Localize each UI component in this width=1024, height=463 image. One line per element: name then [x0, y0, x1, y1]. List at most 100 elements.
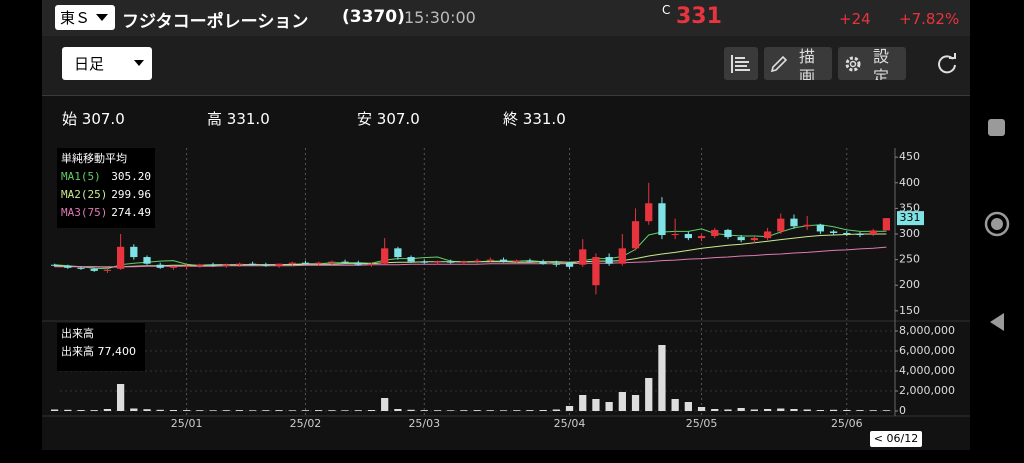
candle-body — [882, 218, 891, 231]
ma-line — [54, 233, 887, 268]
date-nav[interactable]: < 06/12 > — [870, 431, 922, 461]
volume-bar — [460, 410, 468, 411]
volume-bar — [697, 407, 706, 411]
candle-body — [460, 261, 468, 263]
volume-bar — [816, 410, 825, 411]
candle-body — [447, 261, 455, 263]
volume-bar — [381, 398, 389, 411]
volume-bar — [420, 410, 428, 411]
volume-bar — [539, 410, 547, 411]
candle-body — [209, 264, 217, 266]
volume-bar — [724, 409, 732, 411]
volume-bar — [684, 402, 692, 411]
chart: 25/01 25/02 25/03 25/04 25/05 25/06 150 200 250 3… — [42, 148, 970, 430]
candle-body — [750, 238, 758, 241]
y-tick-label: 150 — [899, 304, 920, 317]
candle-body — [829, 231, 838, 233]
volume-bar — [882, 410, 891, 411]
close-mark: C — [662, 3, 671, 17]
ma-name: MA3(75) — [61, 206, 108, 219]
company-name: フジタコーポレーション — [122, 12, 309, 32]
x-tick-label: 25/01 — [171, 417, 203, 430]
volume-bar — [526, 410, 534, 411]
ma-row: MA1(5) 305.20 — [61, 168, 151, 186]
candle-body — [433, 261, 442, 263]
candle-body — [143, 257, 151, 264]
volume-bar — [64, 409, 72, 411]
toolbar: 日足 描画 設定 — [42, 36, 970, 96]
candle-body — [843, 232, 851, 234]
x-tick-label: 25/03 — [408, 417, 440, 430]
candle-body — [816, 224, 825, 232]
y-tick-label: 400 — [899, 176, 920, 189]
volume-tick-label: 8,000,000 — [899, 324, 955, 337]
volume-bar — [367, 410, 376, 411]
volume-bar — [671, 399, 679, 411]
refresh-icon[interactable] — [936, 53, 958, 75]
market-select[interactable]: 東Ｓ — [55, 5, 115, 30]
ma-legend: 単純移動平均 MA1(5) 305.20 MA2(25) 299.96 MA3(75) 2… — [57, 148, 155, 228]
x-tick-label: 25/04 — [554, 417, 586, 430]
volume-bar — [77, 410, 85, 411]
candle-body — [579, 249, 587, 265]
candle-body — [763, 231, 772, 239]
volume-bar — [473, 410, 481, 411]
volume-name: 出来高 — [61, 345, 94, 358]
volume-bar — [631, 395, 640, 411]
ma-row: MA3(75) 274.49 — [61, 204, 151, 222]
candle-body — [618, 248, 626, 264]
volume-bar — [301, 410, 310, 411]
indicator-button[interactable] — [724, 47, 758, 80]
price: 331 — [676, 4, 722, 29]
volume-bar — [843, 410, 851, 411]
candle-body — [539, 261, 547, 264]
ohlc-value: 331.0 — [226, 110, 270, 128]
candle-body — [394, 248, 402, 258]
candle-body — [777, 218, 785, 232]
candle-body — [64, 265, 72, 268]
candle-body — [222, 264, 230, 266]
candle-body — [341, 261, 349, 263]
volume-bar — [711, 409, 719, 411]
volume-bar — [183, 410, 191, 411]
home-button[interactable] — [984, 211, 1010, 237]
change: +24 — [839, 10, 871, 28]
back-button[interactable] — [990, 313, 1004, 331]
ohlc-item: 安 307.0 — [357, 108, 420, 129]
volume-bar — [552, 409, 560, 411]
volume-bar — [803, 409, 811, 411]
candle-body — [671, 234, 679, 236]
y-tick-label: 200 — [899, 278, 920, 291]
candle-body — [407, 257, 415, 262]
candle-body — [526, 260, 534, 262]
quote-time: 15:30:00 — [404, 8, 476, 27]
volume-bar — [222, 410, 230, 411]
volume-bar — [856, 410, 864, 411]
volume-bar — [513, 410, 521, 411]
volume-bar — [116, 384, 125, 411]
settings-button[interactable]: 設定 — [838, 47, 906, 80]
volume-bar — [156, 409, 164, 411]
volume-value: 77,400 — [97, 345, 137, 358]
period-select[interactable]: 日足 — [62, 47, 152, 80]
y-tick-label: 450 — [899, 150, 920, 163]
volume-bar — [737, 408, 745, 411]
volume-bar — [394, 409, 402, 411]
candle-body — [856, 234, 864, 236]
y-tick-label: 250 — [899, 253, 920, 266]
volume-bar — [209, 410, 217, 411]
candle-body — [50, 264, 59, 266]
ohlc-value: 331.0 — [522, 110, 566, 128]
draw-button[interactable]: 描画 — [764, 47, 832, 80]
list-icon — [731, 54, 750, 73]
candle-body — [169, 266, 178, 268]
nav-icons — [984, 119, 1010, 331]
candle-body — [869, 230, 877, 234]
candle-body — [737, 237, 745, 241]
volume-bar — [499, 410, 508, 411]
change-percent: +7.82% — [899, 10, 960, 28]
recent-apps-button[interactable] — [988, 119, 1005, 136]
volume-bar — [315, 410, 323, 411]
volume-bar — [407, 409, 415, 411]
candle-body — [631, 221, 640, 249]
